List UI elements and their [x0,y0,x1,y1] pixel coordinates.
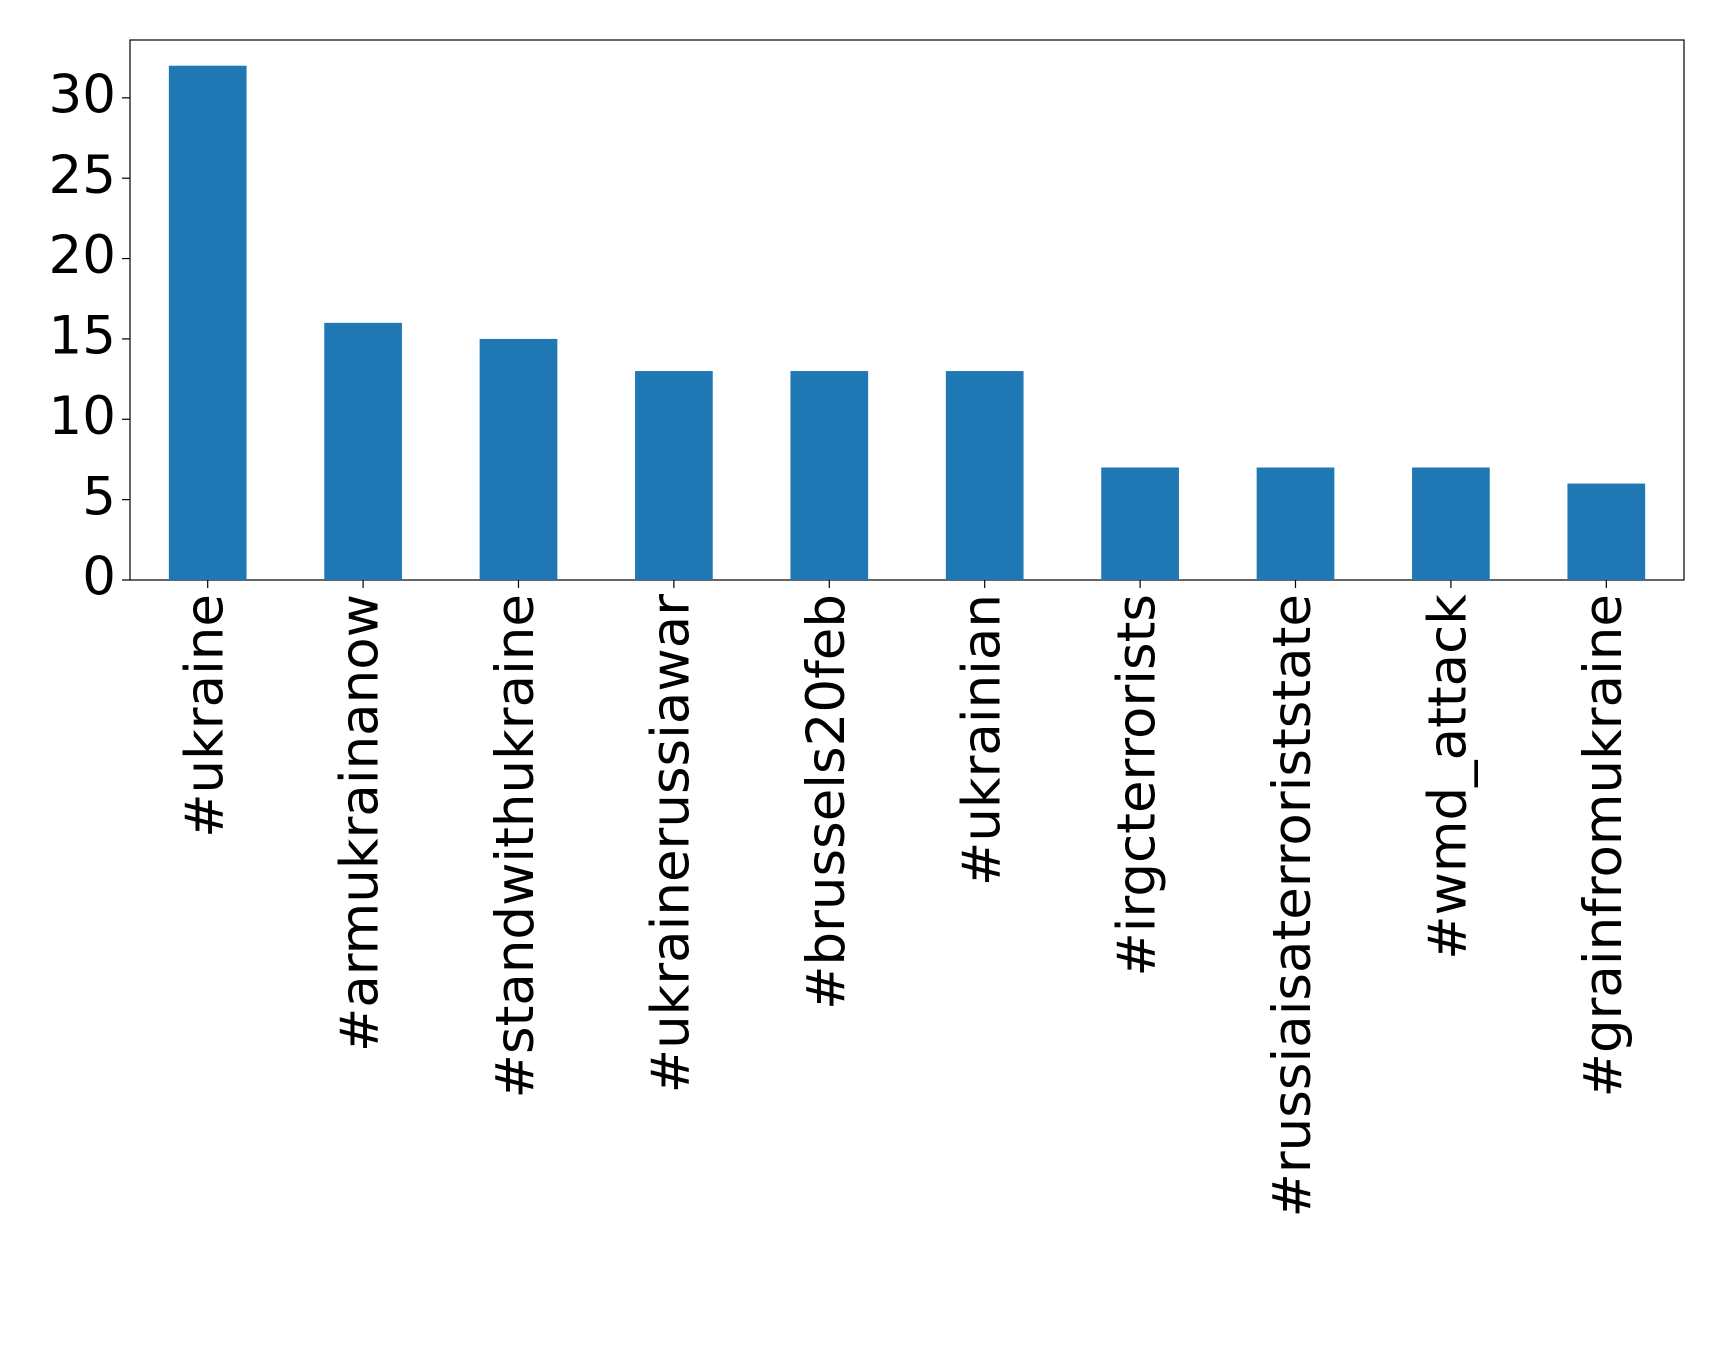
y-tick-label: 10 [49,386,116,447]
bar [790,371,869,580]
bar [1567,483,1646,580]
x-tick-label: #ukrainerussiawar [641,594,702,1094]
bar [324,322,402,580]
bar [1412,467,1490,580]
x-tick-label: #armukrainanow [330,594,391,1052]
axes-frame [129,39,1685,581]
bar [1256,467,1335,580]
x-tick-label: #wmd_attack [1418,594,1479,960]
x-tick-label: #ukraine [174,594,235,838]
bar [479,338,558,580]
y-tick-label: 15 [49,306,116,367]
x-tick-label: #irgcterrorists [1107,594,1168,977]
y-tick-label: 5 [82,466,116,527]
x-tick-label: #brussels20feb [796,594,857,1010]
bar [945,371,1024,580]
bar [1101,467,1179,580]
x-tick-label: #grainfromukraine [1573,594,1634,1097]
bar [168,65,247,580]
y-tick-label: 20 [49,225,116,286]
bar [635,371,713,580]
y-tick-label: 0 [82,547,116,608]
y-tick-label: 30 [49,64,116,125]
x-tick-label: #ukrainian [951,594,1012,886]
x-tick-label: #russiaisaterroriststate [1262,594,1323,1218]
x-tick-label: #standwithukraine [485,594,546,1098]
y-tick-label: 25 [49,145,116,206]
